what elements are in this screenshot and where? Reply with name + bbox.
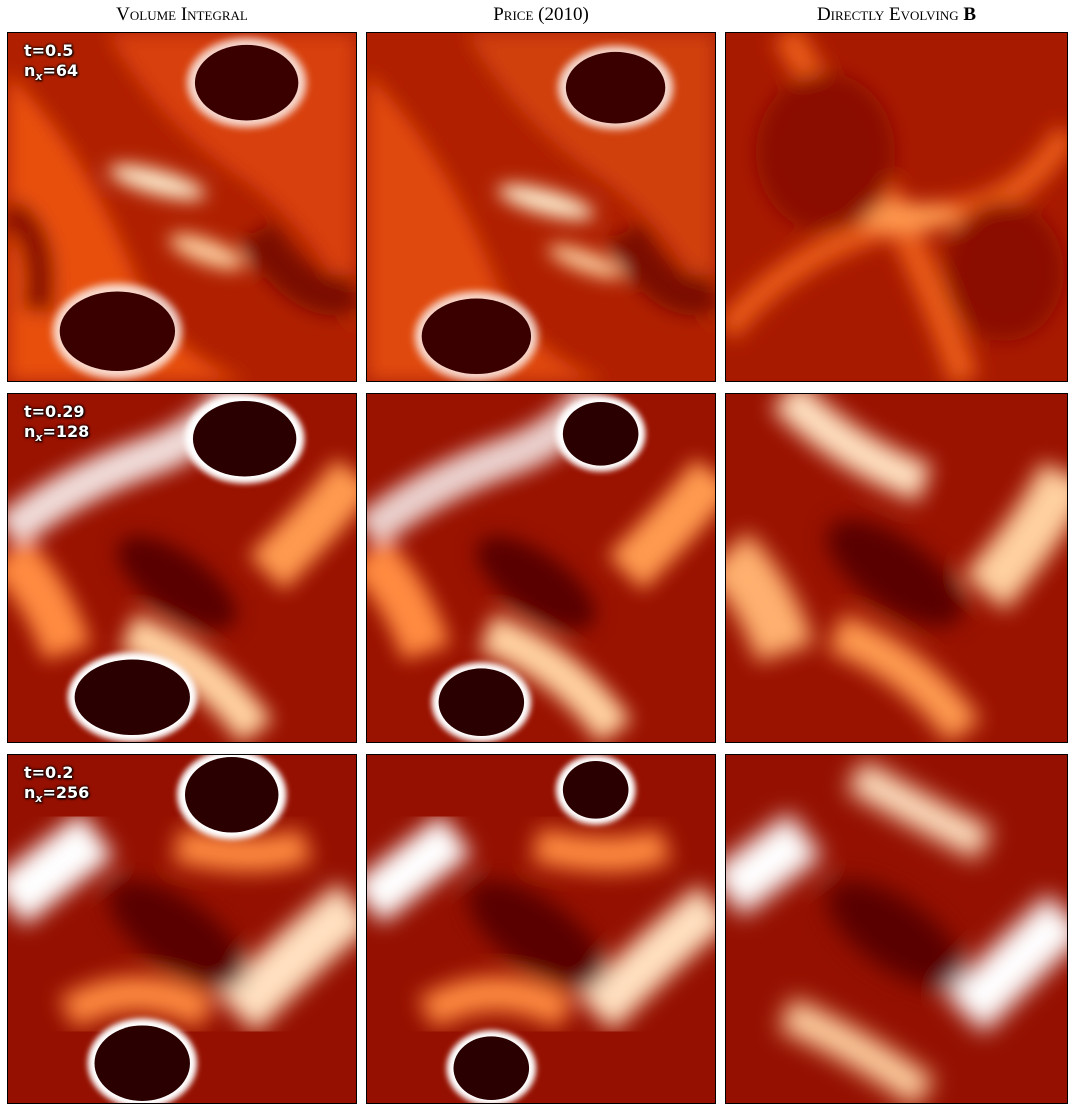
column-title-volume-integral: Volume Integral [7, 4, 357, 28]
time-resolution-label: t=0.2 nx=256 [24, 763, 89, 809]
column-title-bold-symbol: B [963, 4, 977, 25]
panel-price-2010-row2 [366, 393, 716, 743]
time-label: t=0.5 [24, 41, 74, 60]
time-label: t=0.2 [24, 763, 74, 782]
density-map-image [726, 394, 1067, 742]
density-map-image [726, 33, 1067, 381]
density-map-image [367, 33, 715, 381]
density-map-image [726, 755, 1067, 1103]
time-label: t=0.29 [24, 402, 85, 421]
column-title-price-2010: Price (2010) [366, 4, 716, 28]
density-map-image [367, 755, 715, 1103]
panel-volume-integral-row1: t=0.5 nx=64 [7, 32, 357, 382]
panel-volume-integral-row3: t=0.2 nx=256 [7, 754, 357, 1104]
column-title-directly-evolving-b: Directly Evolving B [725, 4, 1068, 28]
column-title-text: Price (2010) [493, 4, 589, 25]
panel-volume-integral-row2: t=0.29 nx=128 [7, 393, 357, 743]
density-map-image [8, 755, 356, 1103]
panel-directly-evolving-b-row2 [725, 393, 1068, 743]
column-title-text: Volume Integral [116, 4, 248, 25]
panel-directly-evolving-b-row1 [725, 32, 1068, 382]
density-map-image [8, 33, 356, 381]
density-map-image [367, 394, 715, 742]
panel-directly-evolving-b-row3 [725, 754, 1068, 1104]
panel-price-2010-row3 [366, 754, 716, 1104]
resolution-label: nx=64 [24, 61, 79, 84]
resolution-label: nx=128 [24, 422, 90, 445]
column-title-text: Directly Evolving [816, 4, 959, 25]
time-resolution-label: t=0.29 nx=128 [24, 402, 89, 448]
panel-price-2010-row1 [366, 32, 716, 382]
time-resolution-label: t=0.5 nx=64 [24, 41, 78, 87]
resolution-label: nx=256 [24, 783, 90, 806]
density-map-image [8, 394, 356, 742]
